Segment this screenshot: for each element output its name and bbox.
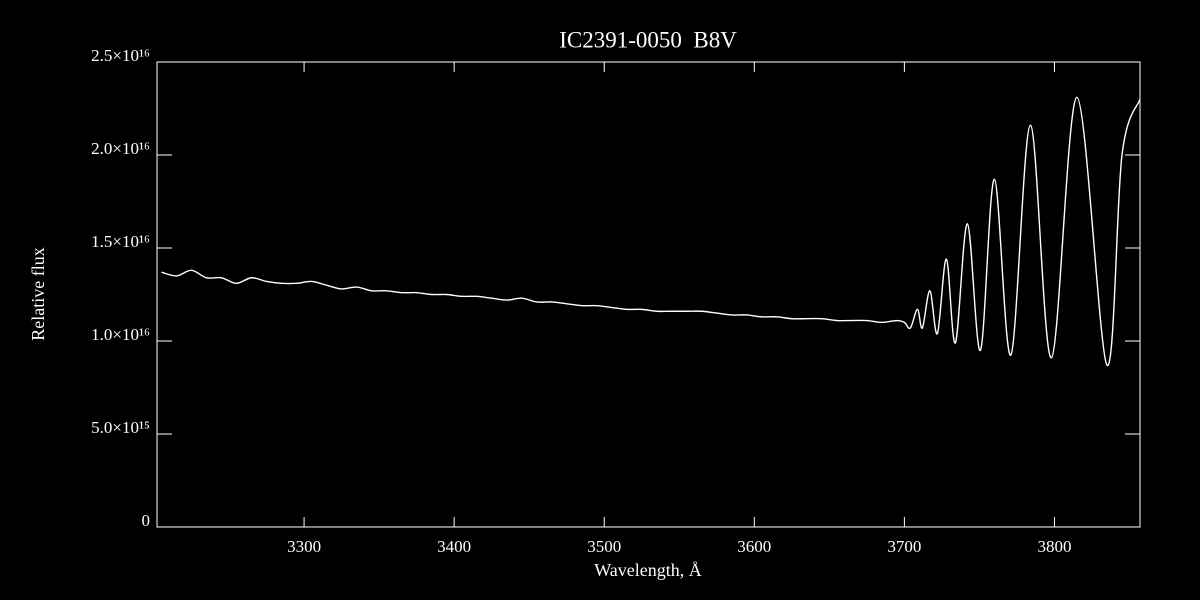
y-tick-label: 2.0×10¹⁶ (91, 139, 150, 158)
y-axis-label: Relative flux (28, 247, 48, 340)
x-tick-label: 3300 (287, 537, 321, 556)
x-tick-label: 3700 (887, 537, 921, 556)
x-axis-label: Wavelength, Å (594, 560, 702, 580)
x-tick-label: 3500 (587, 537, 621, 556)
x-tick-label: 3400 (437, 537, 471, 556)
y-tick-label: 0 (142, 511, 151, 530)
y-tick-label: 1.5×10¹⁶ (91, 232, 150, 251)
plot-frame (156, 61, 1141, 528)
x-tick-label: 3800 (1037, 537, 1071, 556)
y-tick-label: 2.5×10¹⁶ (91, 46, 150, 65)
y-tick-label: 5.0×10¹⁵ (91, 418, 150, 437)
y-tick-label: 1.0×10¹⁶ (91, 325, 150, 344)
chart-title: IC2391-0050 B8V (559, 27, 737, 52)
spectrum-line (161, 96, 1141, 366)
x-tick-label: 3600 (737, 537, 771, 556)
